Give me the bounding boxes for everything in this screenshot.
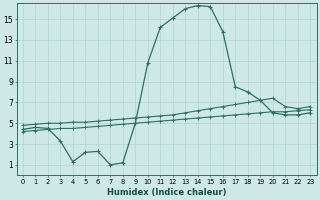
X-axis label: Humidex (Indice chaleur): Humidex (Indice chaleur) (107, 188, 226, 197)
